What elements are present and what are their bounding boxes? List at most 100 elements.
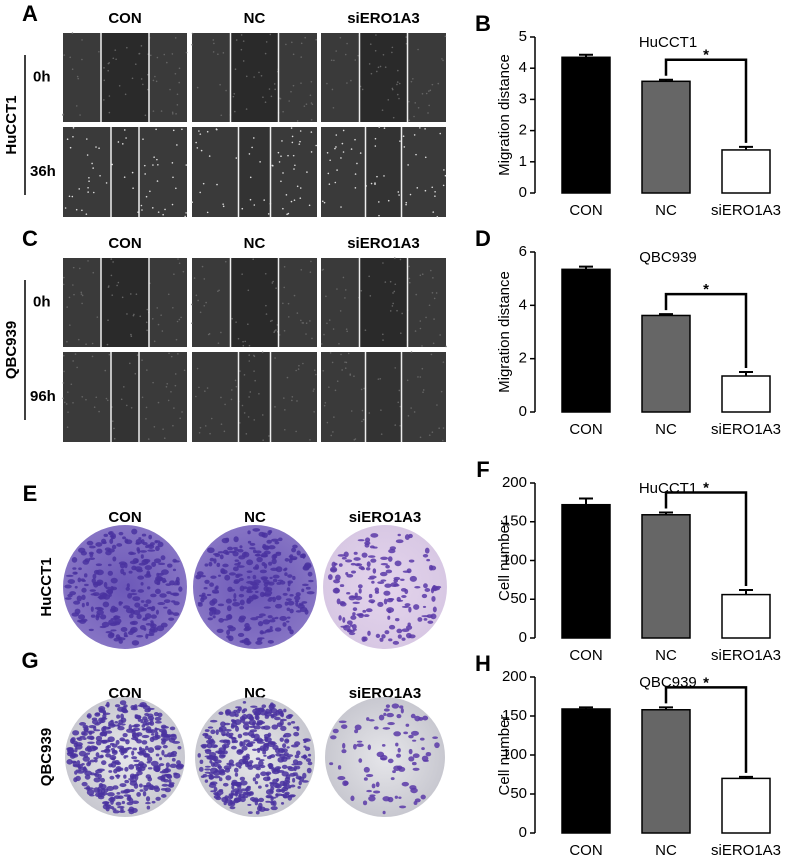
cell-speck	[299, 140, 301, 143]
cell-speck	[408, 281, 411, 284]
cell-speck	[108, 111, 111, 114]
stained-cell	[246, 598, 251, 604]
cell-speck	[397, 191, 400, 193]
cell-speck	[413, 411, 416, 413]
stained-cell	[175, 764, 184, 770]
cell-speck	[382, 53, 385, 56]
stained-cell	[136, 732, 143, 737]
cell-speck	[419, 327, 422, 330]
stained-cell	[144, 559, 149, 564]
stained-cell	[114, 704, 121, 708]
stained-cell	[396, 714, 402, 719]
stained-cell	[252, 528, 261, 532]
y-tick-label: 4	[519, 59, 527, 76]
cell-speck	[379, 65, 382, 68]
stained-cell	[118, 601, 122, 606]
stained-cell	[138, 704, 143, 707]
stained-cell	[112, 607, 119, 612]
cell-speck	[409, 193, 412, 196]
cell-speck	[278, 161, 281, 163]
stained-cell	[139, 789, 144, 792]
stained-cell	[266, 755, 272, 760]
y-tick-label: 200	[502, 668, 527, 685]
stained-cell	[348, 632, 356, 636]
stained-cell	[254, 710, 261, 716]
stained-cell	[270, 786, 275, 791]
bar	[561, 268, 611, 413]
stained-cell	[387, 758, 394, 764]
cell-speck	[336, 288, 338, 290]
cell-speck	[286, 376, 289, 379]
cell-speck	[144, 173, 146, 175]
stained-cell	[89, 794, 95, 797]
stained-cell	[424, 587, 431, 592]
bar	[641, 709, 691, 834]
stained-cell	[245, 791, 252, 797]
stained-cell	[247, 811, 253, 815]
cell-speck	[382, 333, 384, 336]
stained-cell	[270, 797, 274, 802]
cell-speck	[98, 50, 100, 53]
cell-speck	[346, 82, 348, 84]
stained-cell	[118, 639, 123, 644]
stained-cell	[252, 566, 258, 570]
stained-cell	[222, 563, 229, 568]
cell-speck	[115, 58, 117, 61]
stained-cell	[173, 601, 180, 606]
stained-cell	[342, 780, 349, 787]
cell-speck	[380, 433, 383, 435]
stained-cell	[430, 613, 437, 620]
cell-speck	[234, 110, 236, 113]
cell-speck	[241, 273, 243, 275]
cell-speck	[203, 304, 206, 307]
cell-speck	[123, 129, 126, 131]
cell-speck	[379, 377, 382, 380]
stained-cell	[137, 763, 144, 766]
cell-speck	[331, 361, 334, 364]
stained-cell	[272, 596, 277, 603]
cell-speck	[164, 208, 166, 211]
stained-cell	[136, 792, 142, 797]
cell-speck	[62, 397, 65, 400]
cell-speck	[334, 181, 337, 184]
cell-speck	[422, 389, 425, 391]
cell-speck	[353, 375, 355, 377]
cell-speck	[85, 213, 88, 215]
stained-cell	[147, 549, 156, 552]
stained-cell	[279, 737, 284, 742]
cell-speck	[98, 410, 100, 413]
cell-speck	[292, 53, 295, 56]
cell-speck	[243, 374, 246, 376]
stained-cell	[223, 765, 232, 770]
cell-speck	[206, 130, 209, 133]
bar	[561, 503, 611, 639]
cell-speck	[381, 109, 384, 111]
stained-cell	[231, 722, 238, 727]
cell-speck	[178, 318, 181, 321]
stained-cell	[138, 562, 146, 566]
stained-cell	[386, 607, 395, 613]
stained-cell	[423, 583, 428, 589]
cell-speck	[306, 171, 308, 173]
cell-speck	[220, 423, 223, 425]
cell-speck	[415, 293, 418, 296]
stained-cell	[271, 554, 277, 560]
stained-cell	[413, 800, 418, 806]
cell-speck	[299, 130, 302, 132]
cell-speck	[374, 182, 376, 184]
stained-cell	[298, 780, 302, 786]
cell-speck	[232, 95, 235, 98]
stained-cell	[107, 563, 112, 567]
cell-speck	[442, 427, 445, 429]
stained-cell	[147, 776, 153, 782]
cell-speck	[280, 155, 282, 157]
stained-cell	[81, 781, 88, 787]
stained-cell	[64, 584, 72, 589]
stained-cell	[128, 570, 133, 574]
stained-cell	[138, 606, 145, 612]
y-tick-label: 3	[519, 90, 527, 107]
stained-cell	[102, 801, 110, 804]
stained-cell	[225, 775, 232, 781]
stained-cell	[219, 554, 224, 560]
stained-cell	[385, 569, 393, 574]
